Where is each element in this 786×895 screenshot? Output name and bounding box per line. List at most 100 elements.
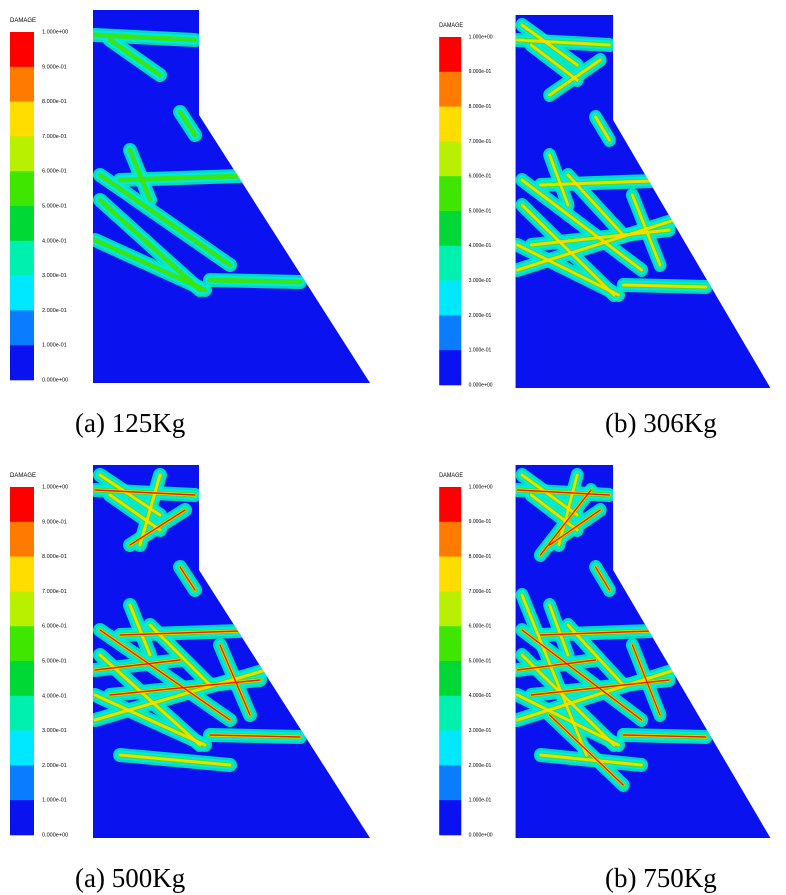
- damage-streaks: [93, 468, 307, 772]
- colorbar-label: 1.000e-01: [469, 347, 492, 353]
- damage-streak: [594, 566, 611, 591]
- colorbar-band: [439, 141, 462, 177]
- colorbar-label: 8.000e-01: [42, 554, 67, 560]
- damage-streak: [539, 753, 643, 767]
- colorbar-band: [10, 240, 34, 276]
- colorbar-band: [10, 591, 34, 627]
- colorbar-band: [439, 487, 462, 523]
- colorbar-label: 0.000e+00: [469, 832, 493, 838]
- panel: DAMAGE 1.000e+00 9.000e-01 8.000e-01 7.000e-…: [10, 10, 370, 383]
- colorbar-label: 5.000e-01: [42, 658, 67, 664]
- colorbar-band: [10, 206, 34, 242]
- damage-streak: [548, 58, 602, 97]
- colorbar-label: 8.000e-01: [42, 99, 67, 105]
- colorbar-label: 1.000e+00: [469, 34, 493, 40]
- colorbar-label: 7.000e-01: [42, 589, 67, 595]
- colorbar-band: [439, 556, 462, 592]
- damage-streak: [521, 629, 643, 721]
- colorbar-label: 3.000e-01: [42, 728, 67, 734]
- damage-streak: [219, 644, 251, 716]
- colorbar-band: [439, 245, 462, 281]
- legend-title: DAMAGE: [10, 18, 36, 24]
- colorbar-band: [10, 765, 34, 801]
- dam-body: [515, 15, 771, 388]
- damage-streak: [548, 714, 624, 786]
- colorbar-band: [439, 765, 462, 801]
- legend-title: DAMAGE: [10, 473, 36, 479]
- colorbar-band: [10, 310, 34, 346]
- damage-streak: [99, 629, 231, 721]
- damage-streak: [109, 679, 261, 696]
- colorbar-band: [10, 136, 34, 172]
- damage-streak: [97, 172, 233, 268]
- damage-streak: [127, 147, 153, 203]
- damage-streak: [128, 603, 152, 657]
- damage-streak: [622, 734, 707, 738]
- colorbar-band: [439, 37, 462, 73]
- colorbar-band: [439, 71, 462, 107]
- damage-streak: [548, 509, 601, 546]
- damage-streak: [516, 659, 597, 671]
- colorbar-band: [10, 695, 34, 731]
- caption: (b) 750Kg: [605, 863, 717, 893]
- colorbar-band: [439, 350, 462, 386]
- damage-streak: [557, 473, 579, 547]
- colorbar-band: [439, 521, 462, 557]
- colorbar-band: [439, 695, 462, 731]
- colorbar-band: [439, 661, 462, 697]
- damage-streak: [98, 653, 202, 747]
- damage-streak: [631, 193, 662, 267]
- colorbar-label: 2.000e-01: [469, 313, 492, 319]
- damage-streak: [520, 23, 579, 67]
- colorbar-label: 8.000e-01: [469, 104, 492, 110]
- colorbar-band: [439, 730, 462, 766]
- damage-streak: [179, 566, 196, 591]
- damage-streak: [529, 493, 579, 532]
- colorbar-band: [10, 101, 34, 137]
- colorbar-label: 5.000e-01: [469, 208, 492, 214]
- colorbar-band: [10, 275, 34, 311]
- damage-streak: [209, 734, 301, 738]
- damage-streak: [177, 109, 198, 138]
- colorbar-label: 2.000e-01: [42, 308, 67, 314]
- damage-streak: [539, 489, 592, 556]
- colorbar-band: [439, 626, 462, 662]
- damage-streak: [516, 693, 620, 747]
- damage-streak: [94, 489, 196, 496]
- damage-streak: [530, 679, 670, 696]
- colorbar-label: 6.000e-01: [469, 173, 492, 179]
- damage-streak: [148, 623, 212, 687]
- colorbar-label: 6.000e-01: [42, 169, 67, 175]
- damage-streak: [516, 489, 611, 496]
- panel: DAMAGE 1.000e+00 9.000e-01 8.000e-01 7.000e-…: [439, 15, 771, 389]
- colorbar-label: 3.000e-01: [42, 273, 67, 279]
- colorbar-label: 1.000e+00: [42, 29, 68, 35]
- colorbar-label: 9.000e-01: [469, 69, 492, 75]
- colorbar-band: [10, 171, 34, 207]
- damage-streak: [539, 630, 652, 636]
- colorbar-band: [10, 800, 34, 836]
- caption: (b) 306Kg: [605, 408, 717, 438]
- colorbar-band: [10, 626, 34, 662]
- damage-streak: [594, 115, 611, 142]
- caption: (a) 125Kg: [75, 408, 185, 438]
- colorbar-label: 6.000e-01: [42, 624, 67, 630]
- damage-streak: [631, 644, 661, 716]
- dam-body: [93, 10, 370, 383]
- damage-streaks: [515, 468, 713, 792]
- colorbar-band: [439, 800, 462, 836]
- colorbar-label: 0.000e+00: [42, 377, 68, 383]
- damage-streak: [108, 493, 162, 532]
- damage-streak: [520, 178, 643, 272]
- damage-streak: [539, 179, 653, 187]
- legend-title: DAMAGE: [439, 473, 463, 479]
- damage-streak: [548, 153, 570, 207]
- colorbar-label: 8.000e-01: [469, 554, 492, 560]
- colorbar-label: 1.000e-01: [469, 797, 492, 803]
- colorbar-label: 2.000e-01: [469, 763, 492, 769]
- panel: DAMAGE 1.000e+00 9.000e-01 8.000e-01 7.000e-…: [439, 465, 771, 839]
- colorbar-label: 4.000e-01: [42, 693, 67, 699]
- damage-streak: [129, 509, 186, 546]
- damage-streak: [107, 37, 163, 78]
